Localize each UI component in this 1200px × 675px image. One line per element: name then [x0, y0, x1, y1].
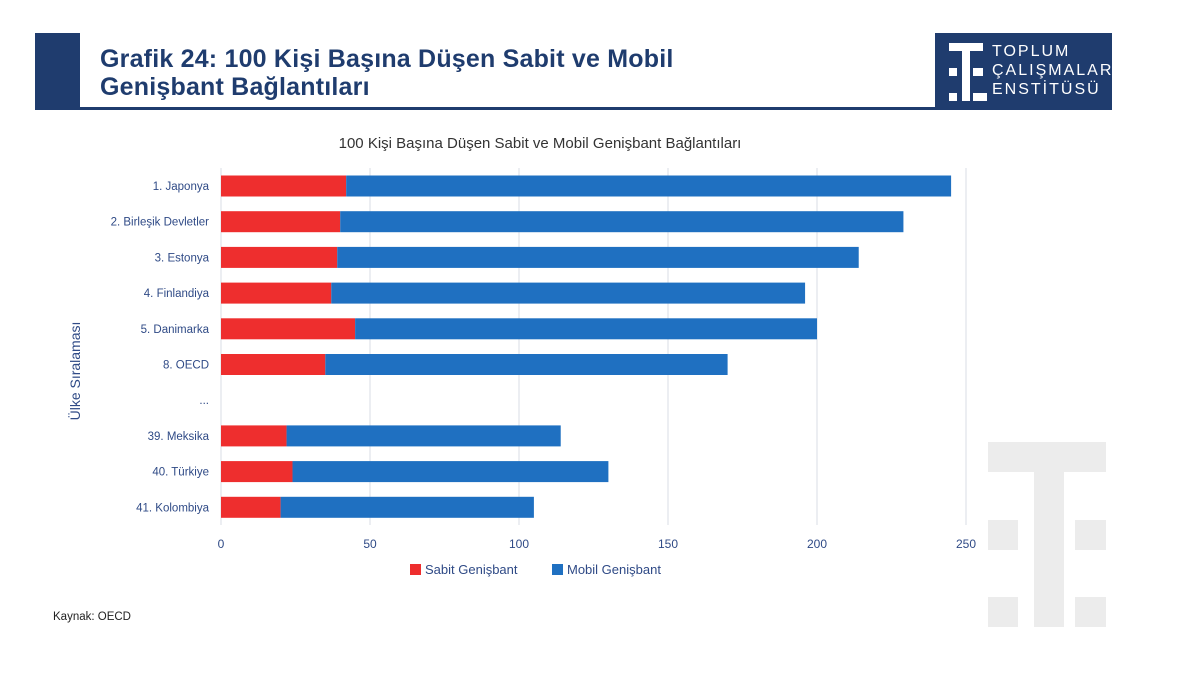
bar-fixed-3 — [221, 282, 332, 304]
bar-mobile-0 — [346, 175, 952, 197]
x-tick-label-150: 150 — [658, 537, 678, 551]
category-label-5: 8. OECD — [163, 360, 209, 372]
page-title-line2: Genişbant Bağlantıları — [100, 73, 370, 101]
bar-mobile-4 — [355, 318, 817, 340]
bar-mobile-8 — [292, 461, 609, 483]
bar-mobile-3 — [331, 282, 806, 304]
bar-mobile-2 — [337, 246, 859, 268]
logo-mark-icon — [949, 43, 987, 101]
x-tick-label-50: 50 — [363, 537, 377, 551]
logo-text-line2: ÇALIŞMALARI — [992, 62, 1120, 79]
watermark-stem — [1034, 442, 1064, 627]
category-label-0: 1. Japonya — [153, 181, 210, 193]
category-label-2: 3. Estonya — [155, 252, 210, 264]
bars — [221, 175, 952, 518]
bar-fixed-9 — [221, 496, 281, 518]
bar-fixed-8 — [221, 461, 293, 483]
category-labels: 1. Japonya 2. Birleşik Devletler 3. Estony… — [111, 181, 210, 514]
bar-fixed-1 — [221, 211, 341, 233]
legend-swatch-0 — [410, 564, 421, 575]
bar-mobile-1 — [340, 211, 904, 233]
header-underline — [80, 107, 935, 110]
bar-mobile-9 — [280, 496, 534, 518]
header-stripe — [35, 33, 80, 110]
watermark-dot-bottom — [988, 597, 1018, 627]
bar-fixed-7 — [221, 425, 287, 447]
category-label-8: 40. Türkiye — [152, 467, 209, 479]
category-label-6: ... — [199, 395, 209, 407]
watermark-bar-bottom — [1075, 597, 1106, 627]
bar-fixed-5 — [221, 354, 326, 375]
x-tick-labels: 0 50 100 150 200 250 — [218, 537, 977, 551]
legend-swatch-1 — [552, 564, 563, 575]
bar-fixed-2 — [221, 246, 338, 268]
x-tick-label-0: 0 — [218, 537, 225, 551]
bar-mobile-5 — [325, 354, 728, 375]
x-tick-label-200: 200 — [807, 537, 827, 551]
watermark-dot-mid — [988, 520, 1018, 550]
category-label-1: 2. Birleşik Devletler — [111, 217, 210, 229]
institute-logo: TOPLUM ÇALIŞMALARI ENSTİTÜSÜ — [935, 33, 1118, 110]
bar-fixed-4 — [221, 318, 356, 340]
bar-fixed-0 — [221, 175, 347, 197]
bar-mobile-7 — [286, 425, 561, 447]
logo-text-line1: TOPLUM — [992, 43, 1071, 60]
category-label-4: 5. Danimarka — [141, 324, 210, 336]
source-note: Kaynak: OECD — [53, 611, 131, 623]
x-tick-label-250: 250 — [956, 537, 976, 551]
category-label-9: 41. Kolombiya — [136, 502, 209, 514]
page-title-line1: Grafik 24: 100 Kişi Başına Düşen Sabit v… — [100, 45, 674, 73]
category-label-7: 39. Meksika — [148, 431, 210, 443]
page-title: Grafik 24: 100 Kişi Başına Düşen Sabit v… — [100, 45, 900, 101]
logo-text-line3: ENSTİTÜSÜ — [992, 81, 1101, 98]
legend-label-0: Sabit Genişbant — [425, 562, 518, 577]
x-tick-label-100: 100 — [509, 537, 529, 551]
legend-label-1: Mobil Genişbant — [567, 562, 661, 577]
legend: Sabit Genişbant Mobil Genişbant — [410, 562, 661, 577]
y-axis-label: Ülke Sıralaması — [66, 322, 83, 421]
category-label-3: 4. Finlandiya — [144, 288, 210, 300]
header-banner: Grafik 24: 100 Kişi Başına Düşen Sabit v… — [35, 33, 1118, 110]
chart-title: 100 Kişi Başına Düşen Sabit ve Mobil Gen… — [339, 135, 742, 152]
watermark-bar-mid — [1075, 520, 1106, 550]
